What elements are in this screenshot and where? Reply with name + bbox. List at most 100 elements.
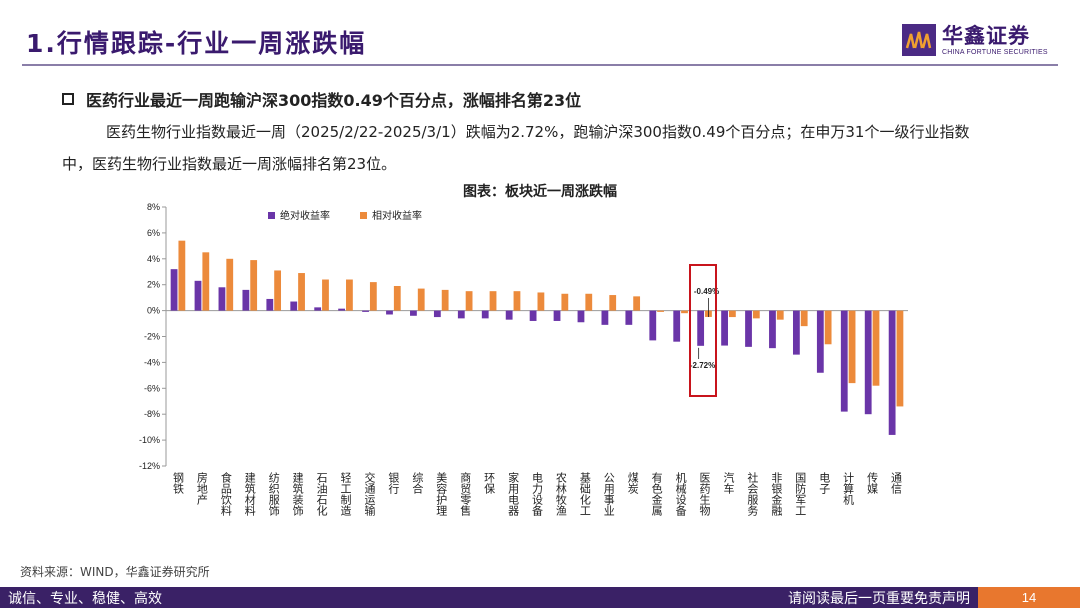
x-tick-label: 商贸零售 — [459, 471, 472, 517]
bar — [513, 291, 521, 311]
bullet-text: 医药行业最近一周跑输沪深300指数0.49个百分点，涨幅排名第23位 — [86, 91, 582, 110]
page-title: 1.行情跟踪-行业一周涨跌幅 — [26, 29, 367, 58]
x-tick-label: 基础化工 — [578, 472, 591, 516]
bar — [250, 260, 258, 311]
bar — [800, 310, 808, 327]
bar — [601, 310, 609, 325]
bar — [673, 310, 681, 342]
y-tick-label: 2% — [147, 280, 160, 290]
bar — [625, 310, 633, 325]
bar — [529, 310, 537, 321]
data-label: -0.49% — [694, 287, 719, 296]
bar — [441, 289, 449, 311]
y-tick-label: -8% — [144, 409, 160, 419]
bar — [346, 279, 353, 311]
bar — [170, 269, 178, 311]
bar — [657, 310, 664, 312]
x-tick-label: 公用事业 — [602, 472, 615, 516]
y-tick-label: 0% — [147, 306, 160, 316]
bar — [202, 252, 210, 311]
x-tick-label: 非银金融 — [770, 472, 783, 517]
x-tick-label: 建筑材料 — [243, 471, 256, 517]
company-logo: 华鑫证券 CHINA FORTUNE SECURITIES — [902, 22, 1062, 62]
bar — [433, 310, 441, 318]
bar — [369, 282, 377, 311]
y-tick-label: 6% — [147, 228, 160, 238]
legend-label: 绝对收益率 — [280, 209, 330, 222]
logo-subtext: CHINA FORTUNE SECURITIES — [942, 49, 1048, 56]
x-tick-label: 医药生物 — [698, 472, 711, 516]
x-tick-label: 国防军工 — [794, 472, 807, 516]
bar — [681, 310, 688, 314]
bar — [338, 308, 346, 311]
x-tick-label: 通信 — [890, 472, 903, 495]
y-tick-label: 4% — [147, 254, 160, 264]
bar — [728, 310, 736, 318]
bar — [553, 310, 561, 321]
x-tick-label: 纺织服饰 — [267, 471, 280, 516]
bar — [393, 285, 401, 311]
bar — [274, 270, 282, 311]
bar — [489, 291, 497, 311]
bar — [417, 288, 425, 311]
footer-disclaimer: 请阅读最后一页重要免责声明 — [788, 591, 970, 607]
x-tick-label: 有色金属 — [650, 471, 663, 517]
legend-swatch — [360, 212, 367, 219]
bar — [697, 310, 705, 346]
y-tick-label: -4% — [144, 357, 160, 367]
bar — [872, 310, 880, 386]
summary-paragraph: 医药生物行业指数最近一周（2025/2/22-2025/3/1）跌幅为2.72%… — [62, 123, 970, 173]
x-tick-label: 机械设备 — [674, 471, 687, 517]
x-tick-label: 房地产 — [195, 472, 208, 506]
bar — [457, 310, 465, 319]
x-tick-label: 汽车 — [722, 471, 735, 495]
bar — [194, 280, 202, 311]
bar — [386, 310, 393, 315]
x-tick-label: 煤炭 — [626, 472, 639, 495]
bar — [410, 310, 417, 316]
footer-bar: 诚信、专业、稳健、高效 请阅读最后一页重要免责声明 14 — [0, 587, 1080, 608]
x-tick-label: 环保 — [483, 472, 496, 495]
x-tick-label: 轻工制造 — [339, 471, 352, 516]
bar — [290, 301, 298, 311]
bar — [226, 258, 234, 311]
bar — [840, 310, 848, 412]
bar — [745, 310, 752, 347]
y-tick-label: -6% — [144, 383, 160, 393]
bar — [481, 310, 489, 319]
bar-chart: 8%6%4%2%0%-2%-4%-6%-8%-10%-12%钢铁 房地产 食品饮料建… — [139, 202, 908, 517]
chart-title: 图表：板块近一周涨跌幅 — [463, 184, 617, 200]
bar — [242, 289, 250, 311]
bar — [752, 310, 760, 319]
logo-mark-icon — [902, 24, 936, 56]
x-tick-label: 综合 — [411, 471, 424, 494]
x-tick-label: 家用电器 — [507, 471, 520, 517]
bar — [266, 298, 274, 311]
bar — [298, 273, 305, 311]
x-tick-label: 钢铁 — [171, 472, 184, 494]
y-tick-label: -12% — [139, 461, 160, 471]
bar — [505, 310, 513, 320]
x-tick-label: 美容护理 — [435, 472, 448, 516]
bar — [633, 296, 641, 311]
bar — [896, 310, 904, 407]
bar — [864, 310, 872, 415]
x-tick-label: 计算机 — [842, 472, 855, 505]
summary-bullet: 医药行业最近一周跑输沪深300指数0.49个百分点，涨幅排名第23位 — [62, 87, 581, 111]
bar — [362, 310, 369, 312]
bar — [577, 310, 585, 323]
bar — [649, 310, 657, 341]
x-tick-label: 电力设备 — [531, 472, 544, 517]
bar — [178, 240, 186, 311]
bar — [792, 310, 800, 355]
highlight-box — [689, 264, 717, 397]
source-note: 资料来源：WIND，华鑫证券研究所 — [20, 565, 210, 579]
bar — [769, 310, 776, 349]
title-divider — [22, 64, 1058, 66]
bar — [824, 310, 832, 345]
bar — [218, 287, 226, 311]
bar — [537, 292, 545, 311]
x-tick-label: 食品饮料 — [219, 471, 232, 517]
bullet-square-icon — [62, 93, 74, 105]
bar — [816, 310, 824, 373]
